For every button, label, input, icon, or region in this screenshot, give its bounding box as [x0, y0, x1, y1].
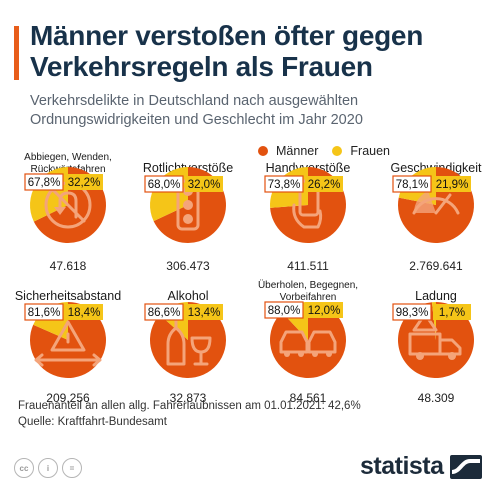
statista-logo[interactable]: statista — [360, 452, 482, 481]
women-value-box — [433, 176, 471, 192]
pie-chart: Ladung 98,3% 1,7% 48.309 — [392, 289, 475, 405]
women-value-box — [305, 176, 343, 192]
men-value-label: 88,0% — [268, 305, 301, 317]
pie-chart: Sicherheitsabstand 81,6% 18,4% 209.256 — [15, 289, 121, 405]
men-slice — [398, 302, 475, 378]
men-value-label: 67,8% — [28, 177, 61, 189]
women-value-label: 13,4% — [188, 307, 221, 319]
total-count: 306.473 — [166, 259, 210, 273]
two-cars-icon — [284, 330, 337, 357]
category-label: Sicherheitsabstand — [15, 289, 121, 303]
men-value-box — [264, 301, 304, 319]
men-value-box — [144, 175, 184, 193]
women-value-label: 1,7% — [439, 307, 465, 319]
men-value-box — [392, 303, 432, 321]
speedometer-icon — [413, 191, 452, 215]
cc-icon: cc — [14, 458, 34, 478]
bottle-glass-icon — [190, 336, 212, 366]
women-value-box — [65, 174, 103, 190]
women-value-label: 12,0% — [308, 305, 341, 317]
pie-chart: Rotlichtverstöße68,0%32,0%306.473 — [143, 161, 233, 273]
total-count: 2.769.641 — [409, 259, 463, 273]
category-label-line: Alkohol — [168, 289, 209, 303]
category-label-line: Sicherheitsabstand — [15, 289, 121, 303]
truck-warning-icon — [412, 312, 462, 360]
phone-in-hand-icon — [292, 203, 323, 229]
total-count: 48.309 — [418, 391, 455, 405]
title-accent-bar — [14, 26, 19, 80]
women-value-label: 18,4% — [68, 307, 101, 319]
footnote: Frauenanteil an allen allg. Fahrerlaubni… — [18, 400, 361, 412]
men-value-label: 78,1% — [396, 179, 429, 191]
men-value-box — [24, 303, 64, 321]
men-value-label: 81,6% — [28, 307, 61, 319]
pie-chart: Handyverstöße73,8%26,2%411.511 — [264, 161, 350, 273]
statista-wave-icon — [449, 454, 482, 479]
category-label-line: Abbiegen, Wenden, — [24, 152, 112, 163]
women-value-box — [433, 304, 471, 320]
legend-men-swatch — [258, 146, 268, 156]
women-value-box — [305, 302, 343, 318]
men-value-box — [264, 175, 304, 193]
category-label-line: Vorbeifahren — [280, 292, 337, 303]
pie-chart: Geschwindigkeit78,1%21,9%2.769.641 — [390, 161, 482, 273]
distance-warning-icon — [34, 332, 102, 367]
category-label: Überholen, Begegnen, Vorbeifahren — [258, 279, 358, 303]
no-turn-icon — [50, 187, 86, 223]
pie-chart: Alkohol 86,6% 13,4% 32.873 — [144, 289, 227, 405]
total-count: 209.256 — [46, 391, 90, 405]
women-value-box — [185, 304, 223, 320]
men-value-box — [144, 303, 184, 321]
chart-title: Männer verstoßen öfter gegen Verkehrsreg… — [30, 20, 424, 82]
men-value-box — [392, 175, 432, 193]
total-count: 84.561 — [290, 391, 327, 405]
category-label: Ladung — [415, 289, 457, 303]
men-value-label: 86,6% — [148, 307, 181, 319]
footnote-block: Frauenanteil an allen allg. Fahrerlaubni… — [18, 398, 361, 430]
total-count: 32.873 — [170, 391, 207, 405]
chart-subtitle: Verkehrsdelikte in Deutschland nach ausg… — [30, 93, 363, 128]
category-label-line: Überholen, Begegnen, — [258, 279, 358, 291]
women-value-label: 26,2% — [308, 179, 341, 191]
women-value-box — [65, 304, 103, 320]
pie-chart: Überholen, Begegnen, Vorbeifahren 88,0% 12,… — [258, 279, 358, 405]
license-icons: cc i = — [14, 458, 82, 478]
men-value-box — [24, 173, 64, 191]
total-count: 47.618 — [50, 259, 87, 273]
legend-women-swatch — [332, 146, 343, 156]
women-value-label: 21,9% — [436, 179, 469, 191]
category-label: Alkohol — [168, 289, 209, 303]
no-derivatives-icon: = — [62, 458, 82, 478]
legend: Männer Frauen — [258, 144, 390, 158]
women-value-box — [185, 176, 223, 192]
men-value-label: 98,3% — [396, 307, 429, 319]
category-label-line: Ladung — [415, 289, 457, 303]
women-value-label: 32,0% — [188, 179, 221, 191]
brand-wordmark: statista — [360, 452, 444, 480]
men-value-label: 68,0% — [148, 179, 181, 191]
men-value-label: 73,8% — [268, 179, 301, 191]
women-value-label: 32,2% — [68, 177, 101, 189]
attribution-icon: i — [38, 458, 58, 478]
legend-men-label: Männer — [276, 144, 319, 158]
source: Quelle: Kraftfahrt-Bundesamt — [18, 416, 167, 428]
pie-chart: Abbiegen, Wenden,Rückwärtsfahren67,8%32,… — [24, 152, 112, 273]
total-count: 411.511 — [287, 259, 329, 273]
legend-women-label: Frauen — [350, 144, 390, 158]
